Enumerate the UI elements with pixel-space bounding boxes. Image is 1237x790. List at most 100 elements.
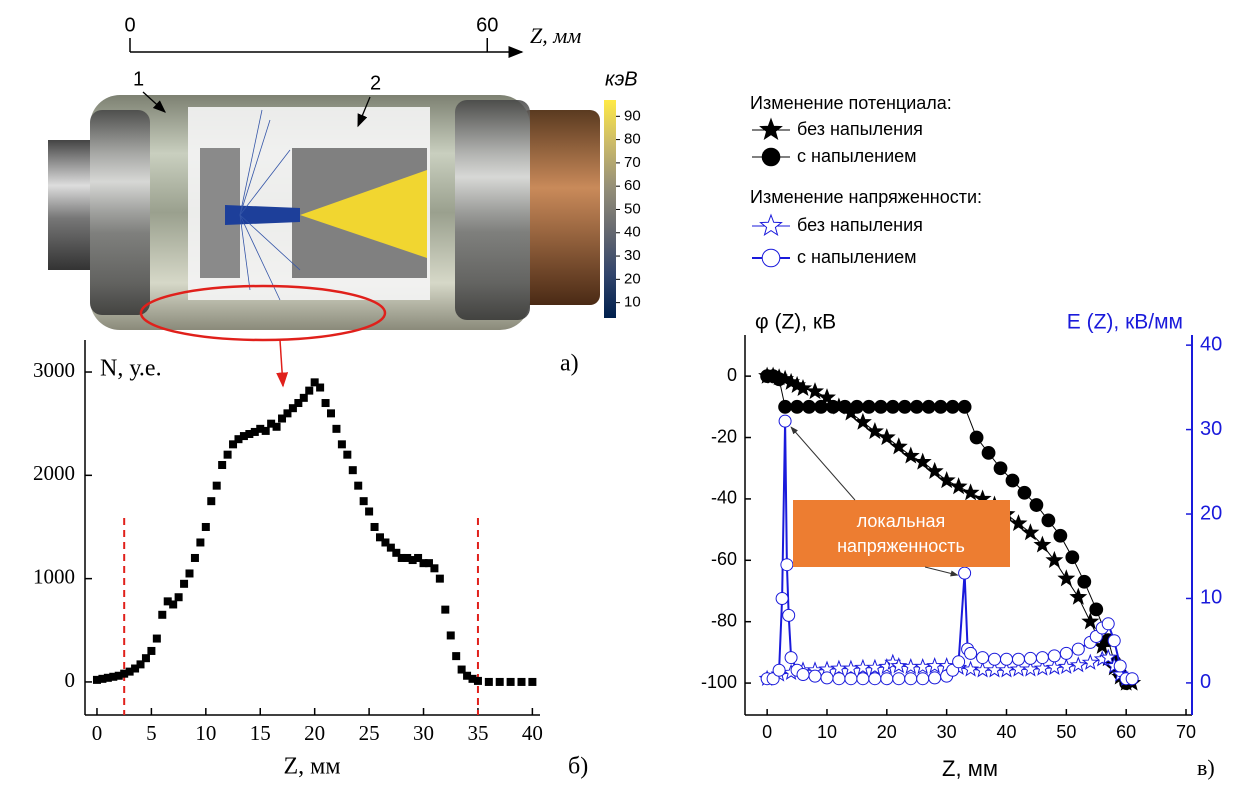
data-point: [196, 538, 205, 547]
data-point: [892, 672, 906, 686]
data-point: [484, 677, 493, 686]
data-point: [136, 660, 145, 669]
data-point: [152, 634, 161, 643]
data-point: [1041, 513, 1056, 528]
data-point: [961, 483, 980, 501]
callout-label: 2: [370, 72, 381, 94]
legend-marker: [759, 213, 783, 237]
data-point: [452, 652, 461, 661]
data-point: [1065, 550, 1080, 565]
data-point: [223, 450, 232, 459]
y2-tick-label: 0: [1200, 671, 1211, 693]
colorbar-tick-label: 10: [624, 294, 641, 311]
x-axis-label: Z, мм: [942, 756, 998, 781]
data-point: [976, 651, 990, 665]
data-point: [1069, 587, 1088, 605]
legend-label: с напылением: [797, 247, 917, 267]
data-point: [131, 664, 140, 673]
data-point: [419, 559, 428, 568]
data-point: [1023, 651, 1037, 665]
data-point: [120, 669, 129, 678]
data-point: [468, 674, 477, 683]
data-point: [958, 566, 972, 580]
data-point: [794, 378, 813, 397]
beam: [300, 170, 427, 258]
x-tick-label: 10: [817, 722, 837, 742]
data-point: [98, 674, 107, 683]
data-point: [782, 608, 796, 622]
data-point: [316, 383, 325, 392]
data-point: [897, 399, 912, 414]
data-point: [778, 399, 792, 414]
colorbar-tick-label: 80: [624, 131, 641, 148]
data-point: [1009, 514, 1028, 532]
data-point: [441, 605, 450, 614]
colorbar-tick-label: 40: [624, 224, 641, 241]
data-point: [999, 652, 1013, 666]
data-point: [234, 435, 243, 444]
data-point: [913, 452, 932, 470]
beam-core: [225, 205, 300, 225]
annotation-box: [793, 500, 1010, 567]
x-tick-label: 5: [146, 721, 157, 745]
data-point: [109, 672, 118, 681]
data-point: [925, 461, 944, 479]
data-point: [163, 597, 172, 606]
y2-tick-label: 40: [1200, 333, 1222, 355]
y-tick-label: 3000: [33, 358, 75, 382]
data-point: [853, 412, 872, 430]
data-point: [885, 399, 900, 414]
data-point: [849, 399, 864, 414]
data-point: [256, 424, 265, 433]
data-point: [877, 428, 896, 446]
legend-group-title: Изменение потенциала:: [750, 93, 952, 113]
data-point: [880, 672, 894, 686]
data-point: [359, 497, 368, 506]
data-point: [802, 399, 816, 414]
data-point: [865, 421, 884, 440]
data-point: [103, 673, 112, 682]
x-tick-label: 0: [92, 721, 103, 745]
y2-axis-label: E (Z), кВ/мм: [1067, 311, 1183, 334]
data-point: [926, 657, 944, 674]
legend-label: без напыления: [797, 215, 923, 235]
data-point: [343, 450, 352, 459]
y-tick-label: -20: [711, 426, 737, 446]
data-point: [854, 658, 872, 675]
y-tick-label: 2000: [33, 461, 75, 485]
data-point: [901, 446, 920, 464]
y-tick-label: 0: [65, 668, 76, 692]
data-point: [294, 399, 303, 408]
data-point: [229, 440, 238, 449]
data-point: [952, 655, 966, 669]
data-point: [174, 593, 183, 602]
data-point: [239, 432, 248, 441]
y2-tick-label: 10: [1200, 587, 1222, 609]
data-point: [463, 671, 472, 680]
data-point: [914, 657, 932, 675]
data-point: [796, 667, 810, 681]
x-tick-label: 60: [1116, 722, 1136, 742]
colorbar-tick-label: 20: [624, 270, 641, 287]
data-point: [1071, 642, 1085, 656]
data-point: [207, 497, 216, 506]
data-point: [890, 657, 908, 674]
data-point: [904, 672, 918, 686]
panel-label: а): [560, 351, 579, 377]
data-point: [403, 553, 412, 562]
data-point: [473, 676, 482, 685]
data-point: [1125, 672, 1139, 686]
data-point: [928, 671, 942, 685]
data-point: [933, 399, 948, 414]
data-point: [245, 430, 254, 439]
data-point: [381, 538, 390, 547]
y2-tick-label: 30: [1200, 418, 1222, 440]
data-point: [261, 426, 270, 435]
data-point: [125, 667, 134, 676]
data-point: [158, 610, 167, 619]
data-point: [321, 399, 330, 408]
data-point: [114, 671, 123, 680]
ring-right: [455, 100, 530, 320]
data-point: [861, 399, 876, 414]
